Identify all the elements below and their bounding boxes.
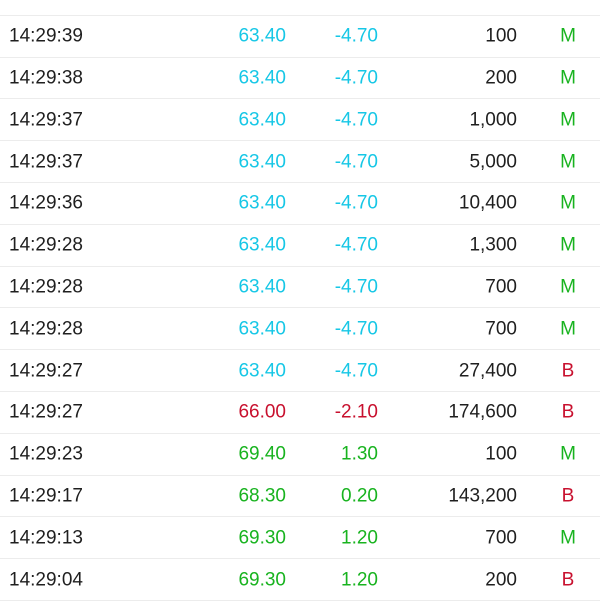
- trade-change: -2.10: [334, 401, 378, 423]
- trade-volume: 10,400: [458, 192, 517, 214]
- trade-row[interactable]: 14:29:27 63.40 -4.70 27,400 B: [0, 350, 600, 392]
- trade-volume: 100: [485, 443, 517, 465]
- trade-type-flag: M: [560, 234, 576, 256]
- trade-time: 14:29:36: [9, 192, 83, 214]
- trade-price: 63.40: [238, 318, 286, 340]
- trade-change: -4.70: [334, 192, 378, 214]
- trade-price: 69.30: [238, 527, 286, 549]
- trade-type-flag: M: [560, 443, 576, 465]
- trade-change: -4.70: [334, 109, 378, 131]
- trade-price: 68.30: [238, 485, 286, 507]
- trade-time: 14:29:38: [9, 67, 83, 89]
- trade-row[interactable]: 14:29:27 66.00 -2.10 174,600 B: [0, 392, 600, 434]
- trade-type-flag: M: [560, 67, 576, 89]
- trade-type-flag: M: [560, 151, 576, 173]
- trade-row[interactable]: 14:29:28 63.40 -4.70 700 M: [0, 267, 600, 309]
- trade-volume: 700: [485, 318, 517, 340]
- trade-row[interactable]: 14:29:40 65.00 -3.10 500 M: [0, 0, 600, 16]
- trade-price: 69.30: [238, 569, 286, 591]
- trade-volume: 700: [485, 276, 517, 298]
- trade-price: 63.40: [238, 25, 286, 47]
- trade-row[interactable]: 14:29:36 63.40 -4.70 10,400 M: [0, 183, 600, 225]
- trade-time: 14:29:37: [9, 151, 83, 173]
- trade-price: 69.40: [238, 443, 286, 465]
- trade-type-flag: M: [560, 109, 576, 131]
- trade-row[interactable]: 14:29:04 69.30 1.20 200 B: [0, 559, 600, 601]
- trade-volume: 100: [485, 25, 517, 47]
- trade-type-flag: M: [560, 318, 576, 340]
- trade-row[interactable]: 14:29:38 63.40 -4.70 200 M: [0, 58, 600, 100]
- trade-row[interactable]: 14:29:28 63.40 -4.70 700 M: [0, 308, 600, 351]
- trade-change: 0.20: [341, 485, 378, 507]
- trade-type-flag: M: [560, 0, 576, 4]
- trade-time: 14:29:37: [9, 109, 83, 131]
- trade-change: -4.70: [334, 151, 378, 173]
- trade-price: 63.40: [238, 234, 286, 256]
- trade-change: -4.70: [334, 67, 378, 89]
- trade-volume: 174,600: [448, 401, 517, 423]
- trade-price: 63.40: [238, 192, 286, 214]
- trade-change: -4.70: [334, 25, 378, 47]
- trade-row[interactable]: 14:29:28 63.40 -4.70 1,300 M: [0, 225, 600, 267]
- trade-time: 14:29:27: [9, 401, 83, 423]
- trade-price: 63.40: [238, 276, 286, 298]
- trade-row[interactable]: 14:29:37 63.40 -4.70 1,000 M: [0, 99, 600, 142]
- trade-time: 14:29:40: [9, 0, 83, 4]
- trade-row[interactable]: 14:29:13 69.30 1.20 700 M: [0, 517, 600, 560]
- trade-time: 14:29:39: [9, 25, 83, 47]
- trade-volume: 700: [485, 527, 517, 549]
- trade-time: 14:29:28: [9, 276, 83, 298]
- trade-volume: 1,000: [469, 109, 517, 131]
- trade-price: 66.00: [238, 401, 286, 423]
- trade-price: 63.40: [238, 67, 286, 89]
- trade-type-flag: B: [561, 485, 575, 507]
- trade-time: 14:29:28: [9, 234, 83, 256]
- trade-volume: 143,200: [448, 485, 517, 507]
- trade-price: 63.40: [238, 109, 286, 131]
- trade-price: 63.40: [238, 151, 286, 173]
- trade-change: -4.70: [334, 276, 378, 298]
- trade-volume: 27,400: [458, 360, 517, 382]
- trade-type-flag: M: [560, 527, 576, 549]
- trade-price: 63.40: [238, 360, 286, 382]
- trade-time: 14:29:28: [9, 318, 83, 340]
- trade-change: -4.70: [334, 360, 378, 382]
- trade-change: 1.20: [341, 527, 378, 549]
- trade-type-flag: B: [561, 360, 575, 382]
- trade-type-flag: M: [560, 276, 576, 298]
- trade-volume: 200: [485, 67, 517, 89]
- trade-time: 14:29:13: [9, 527, 83, 549]
- trade-row[interactable]: 14:29:23 69.40 1.30 100 M: [0, 434, 600, 476]
- trade-change: -4.70: [334, 318, 378, 340]
- trade-row[interactable]: 14:29:37 63.40 -4.70 5,000 M: [0, 141, 600, 183]
- trade-time: 14:29:27: [9, 360, 83, 382]
- trade-volume: 500: [485, 0, 517, 4]
- trade-time: 14:29:17: [9, 485, 83, 507]
- trade-row[interactable]: 14:29:17 68.30 0.20 143,200 B: [0, 476, 600, 518]
- trade-price: 65.00: [238, 0, 286, 4]
- trade-time: 14:29:04: [9, 569, 83, 591]
- trade-change: 1.20: [341, 569, 378, 591]
- trade-change: -3.10: [335, 0, 378, 4]
- trade-change: -4.70: [334, 234, 378, 256]
- trade-volume: 200: [485, 569, 517, 591]
- trade-type-flag: M: [560, 192, 576, 214]
- trade-volume: 5,000: [469, 151, 517, 173]
- trade-row[interactable]: 14:29:39 63.40 -4.70 100 M: [0, 16, 600, 58]
- trade-volume: 1,300: [469, 234, 517, 256]
- trade-change: 1.30: [341, 443, 378, 465]
- trade-time: 14:29:23: [9, 443, 83, 465]
- trade-type-flag: M: [560, 25, 576, 47]
- trade-type-flag: B: [561, 569, 575, 591]
- trade-type-flag: B: [561, 401, 575, 423]
